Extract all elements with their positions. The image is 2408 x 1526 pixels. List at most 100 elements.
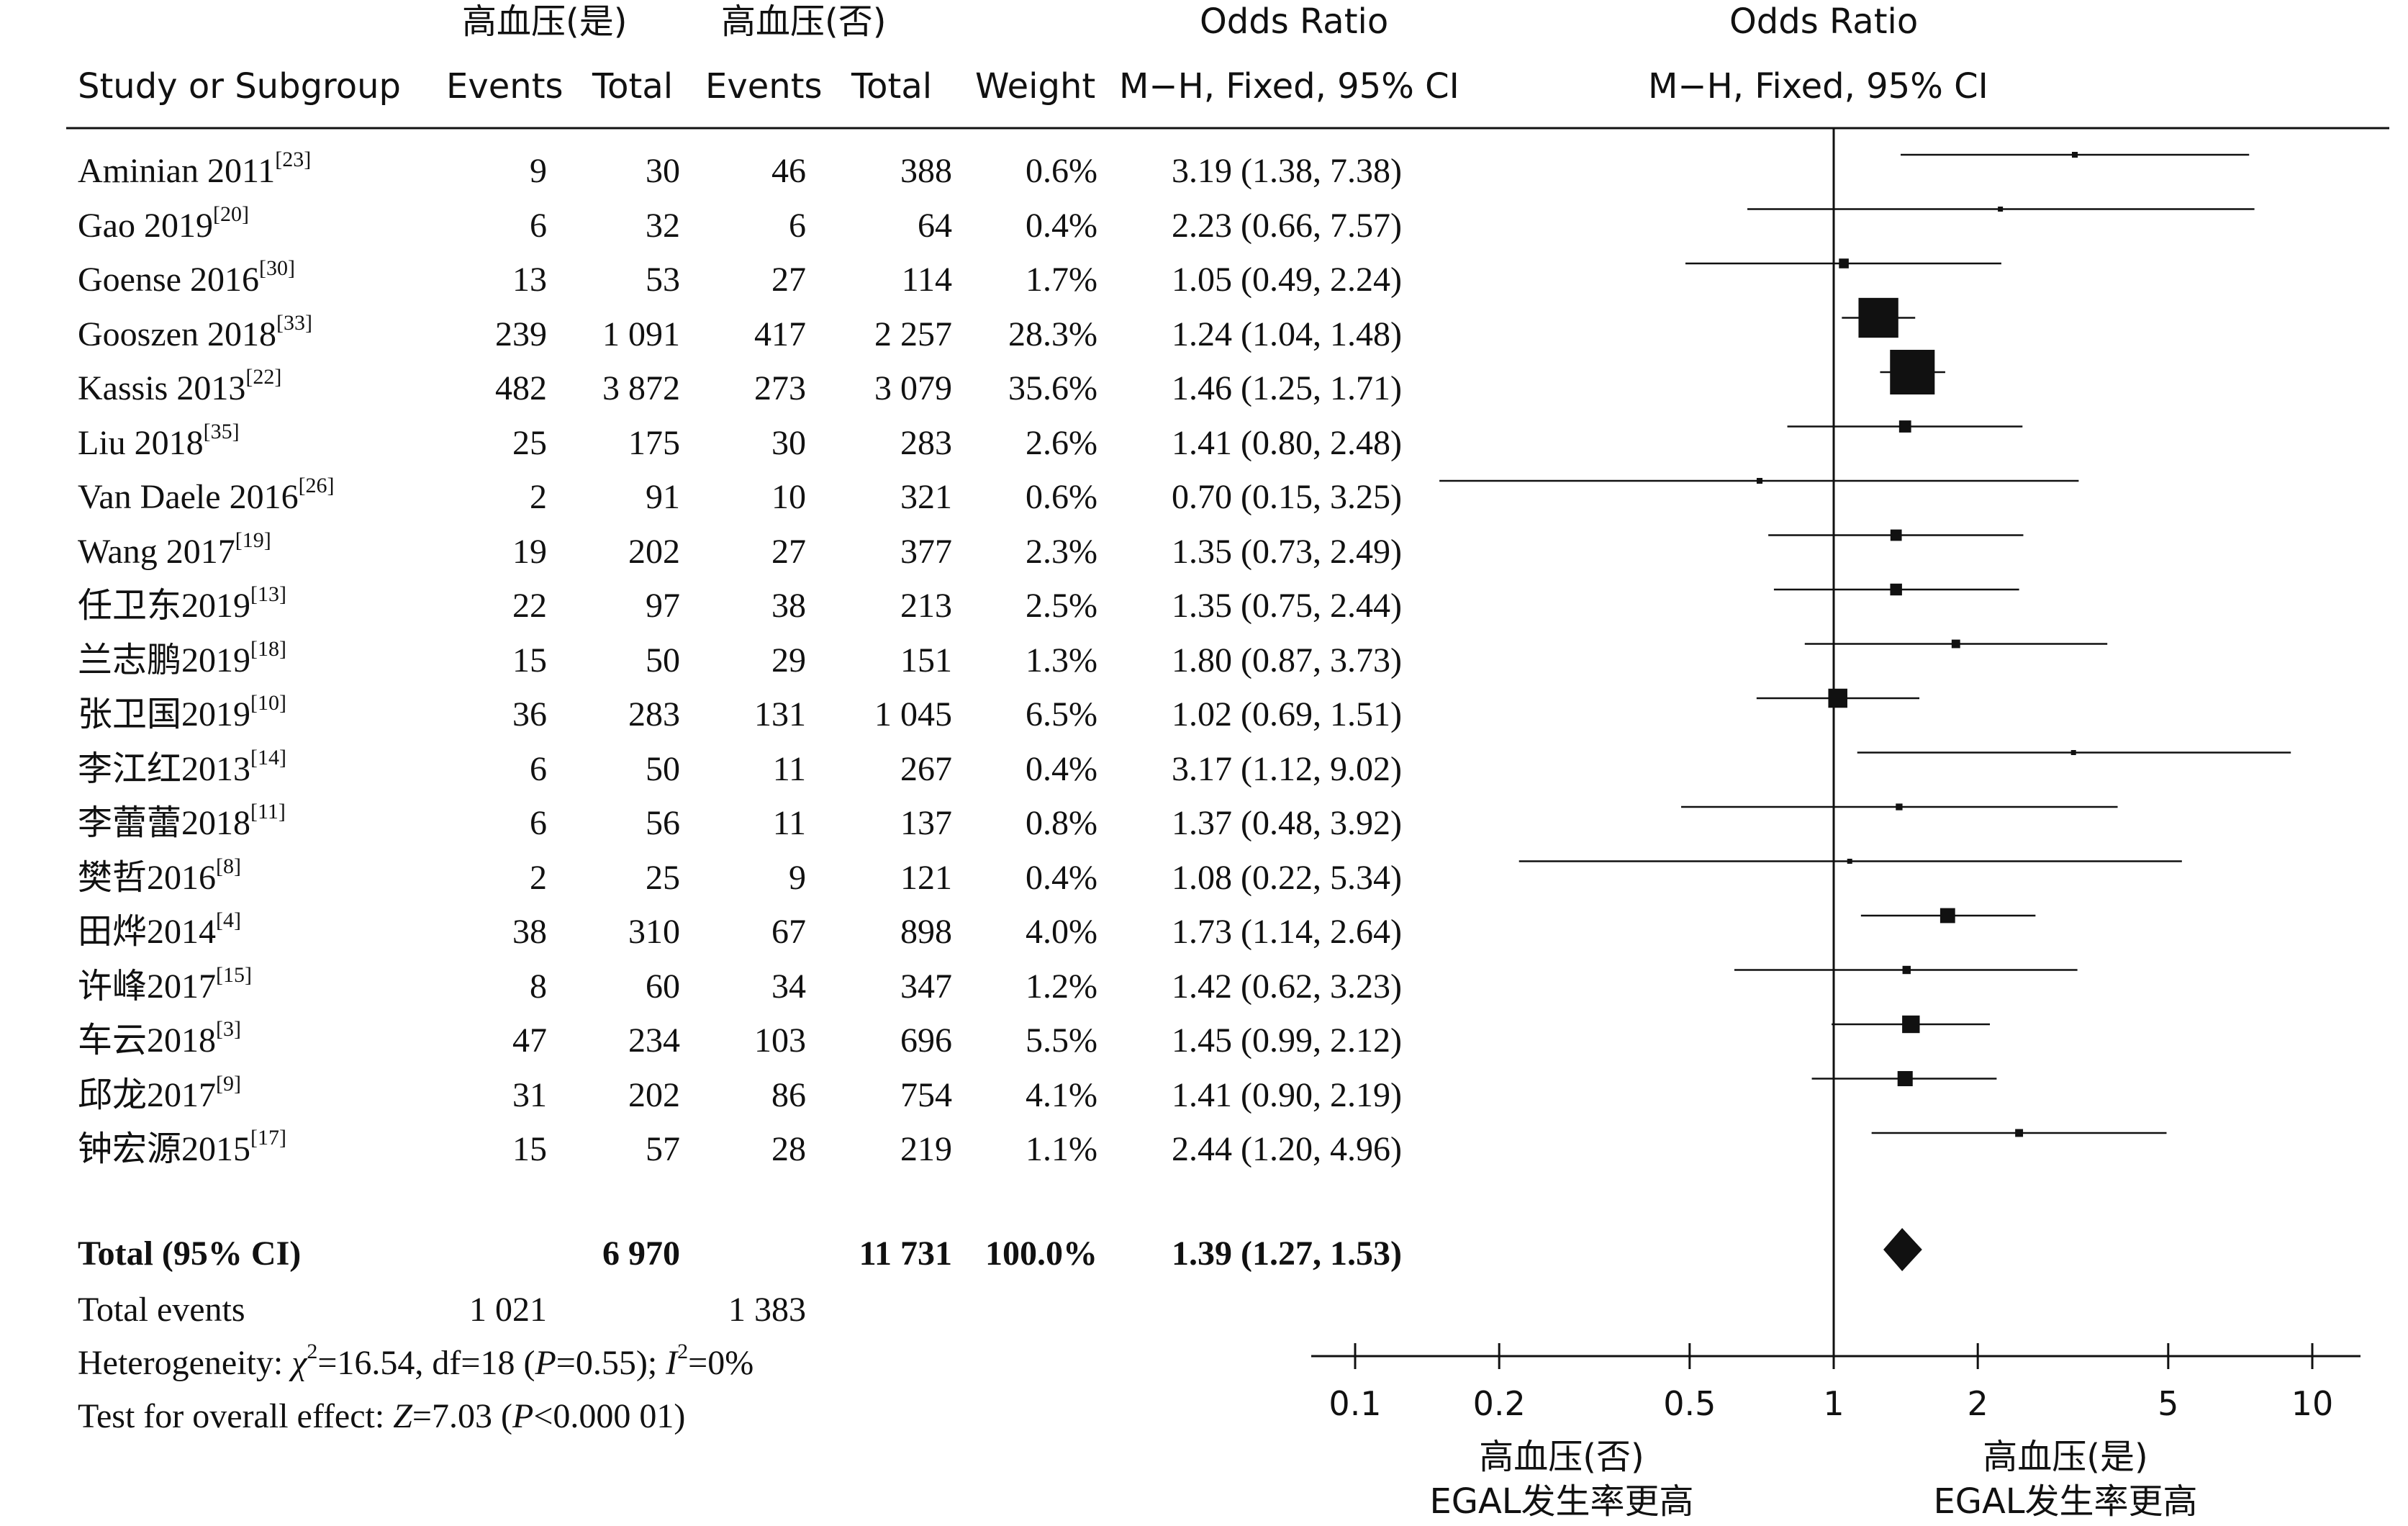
study-total-yes: 3 872 xyxy=(602,369,680,407)
study-total-no: 219 xyxy=(900,1130,952,1168)
study-total-no: 898 xyxy=(900,913,952,951)
study-ref: [10] xyxy=(250,691,286,715)
study-total-yes: 310 xyxy=(628,913,680,951)
study-name: 许峰2017[15] xyxy=(78,962,252,1006)
study-events-yes: 6 xyxy=(530,804,547,842)
x-tick-label: 2 xyxy=(1968,1384,1988,1423)
study-ci: 0.70 (0.15, 3.25) xyxy=(1172,478,1402,516)
study-weight: 0.4% xyxy=(1026,858,1097,897)
study-events-yes: 36 xyxy=(512,695,547,733)
study-events-no: 38 xyxy=(771,587,806,625)
study-total-no: 696 xyxy=(900,1021,952,1060)
total-events-label: Total events xyxy=(78,1291,245,1329)
study-events-yes: 482 xyxy=(495,369,547,407)
study-ci: 1.05 (0.49, 2.24) xyxy=(1172,261,1402,299)
study-ci: 3.19 (1.38, 7.38) xyxy=(1172,152,1402,190)
study-total-yes: 53 xyxy=(646,261,680,299)
study-total-yes: 50 xyxy=(646,749,680,788)
study-events-no: 27 xyxy=(771,532,806,571)
study-ref: [4] xyxy=(216,908,241,932)
study-name: 李蕾蕾2018[11] xyxy=(78,800,286,842)
study-events-no: 6 xyxy=(789,206,806,245)
study-total-yes: 60 xyxy=(646,967,680,1006)
header-method-plot: M−H, Fixed, 95% CI xyxy=(1648,66,1988,107)
study-total-yes: 175 xyxy=(628,423,680,462)
study-total-yes: 97 xyxy=(646,587,680,625)
study-ci: 1.24 (1.04, 1.48) xyxy=(1172,315,1402,353)
study-events-yes: 2 xyxy=(530,858,547,897)
total-events-no: 1 383 xyxy=(728,1291,806,1329)
study-ref: [17] xyxy=(250,1126,286,1150)
axis-left-label-1: 高血压(否) xyxy=(1479,1437,1644,1477)
point-marker xyxy=(2071,151,2078,158)
study-name: 车云2018[3] xyxy=(78,1017,241,1060)
study-total-yes: 1 091 xyxy=(602,315,680,353)
study-total-no: 321 xyxy=(900,478,952,516)
study-total-no: 64 xyxy=(918,206,952,245)
study-events-no: 67 xyxy=(771,913,806,951)
study-ref: [11] xyxy=(250,800,286,823)
study-total-yes: 50 xyxy=(646,641,680,680)
study-ci: 2.44 (1.20, 4.96) xyxy=(1172,1130,1402,1168)
study-events-no: 11 xyxy=(772,804,806,842)
study-weight: 28.3% xyxy=(1008,315,1097,353)
point-marker xyxy=(1839,258,1849,268)
study-ref: [14] xyxy=(250,745,286,769)
study-events-yes: 15 xyxy=(512,641,547,680)
total-events-yes: 1 021 xyxy=(469,1291,547,1329)
study-total-yes: 202 xyxy=(628,1075,680,1114)
total-label: Total (95% CI) xyxy=(78,1234,302,1273)
header-total-no: Total xyxy=(851,66,933,107)
study-ci: 3.17 (1.12, 9.02) xyxy=(1172,749,1402,788)
study-total-no: 121 xyxy=(900,858,952,897)
study-total-no: 2 257 xyxy=(874,315,952,353)
study-weight: 0.4% xyxy=(1026,206,1097,245)
study-name: 任卫东2019[13] xyxy=(78,582,286,625)
study-weight: 5.5% xyxy=(1026,1021,1097,1060)
study-total-no: 388 xyxy=(900,152,952,190)
study-events-no: 103 xyxy=(754,1021,806,1060)
study-ci: 1.42 (0.62, 3.23) xyxy=(1172,967,1402,1006)
study-ref: [33] xyxy=(276,310,312,335)
study-events-no: 10 xyxy=(771,478,806,516)
study-events-no: 34 xyxy=(771,967,806,1006)
point-marker xyxy=(2015,1129,2024,1137)
study-events-yes: 13 xyxy=(512,261,547,299)
axis-right-label-2: EGAL发生率更高 xyxy=(1933,1481,2198,1522)
study-total-no: 283 xyxy=(900,423,952,462)
study-events-yes: 6 xyxy=(530,206,547,245)
study-events-yes: 25 xyxy=(512,423,547,462)
study-ref: [9] xyxy=(216,1071,241,1096)
study-events-no: 27 xyxy=(771,261,806,299)
study-events-yes: 47 xyxy=(512,1021,547,1060)
study-total-no: 213 xyxy=(900,587,952,625)
header-or-table: Odds Ratio xyxy=(1200,1,1389,42)
study-total-yes: 234 xyxy=(628,1021,680,1060)
study-weight: 4.0% xyxy=(1026,913,1097,951)
study-events-yes: 2 xyxy=(530,478,547,516)
point-marker xyxy=(1902,965,1911,975)
study-events-no: 28 xyxy=(771,1130,806,1168)
study-name: Wang 2017[19] xyxy=(78,528,271,571)
study-ref: [15] xyxy=(216,962,252,987)
study-ci: 1.35 (0.73, 2.49) xyxy=(1172,532,1402,571)
study-events-no: 46 xyxy=(771,152,806,190)
study-events-yes: 6 xyxy=(530,749,547,788)
study-ref: [3] xyxy=(216,1017,241,1041)
study-name: 钟宏源2015[17] xyxy=(78,1126,286,1168)
point-marker xyxy=(1939,908,1955,924)
study-total-yes: 283 xyxy=(628,695,680,733)
study-name: 李江红2013[14] xyxy=(78,745,286,788)
study-name: Kassis 2013[22] xyxy=(78,365,282,407)
point-marker xyxy=(1890,583,1902,596)
point-marker xyxy=(1890,349,1935,395)
study-ref: [19] xyxy=(235,528,271,552)
study-weight: 2.5% xyxy=(1026,587,1097,625)
point-marker xyxy=(1847,859,1852,864)
total-total-yes: 6 970 xyxy=(602,1234,680,1273)
header-study: Study or Subgroup xyxy=(78,66,401,107)
study-weight: 0.6% xyxy=(1026,478,1097,516)
study-ref: [23] xyxy=(275,148,312,171)
total-ci: 1.39 (1.27, 1.53) xyxy=(1172,1234,1402,1273)
study-ref: [8] xyxy=(216,854,241,878)
